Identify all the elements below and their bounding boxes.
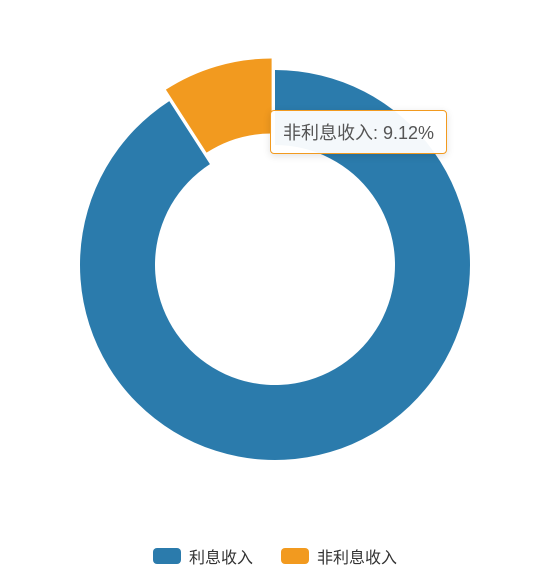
legend-swatch-icon bbox=[281, 548, 309, 564]
legend-label: 利息收入 bbox=[189, 544, 253, 568]
donut-chart: 非利息收入: 9.12% bbox=[0, 0, 550, 520]
legend-swatch-icon bbox=[153, 548, 181, 564]
chart-container: 非利息收入: 9.12% 利息收入 非利息收入 bbox=[0, 0, 550, 588]
donut-slice[interactable] bbox=[80, 70, 470, 460]
legend: 利息收入 非利息收入 bbox=[0, 544, 550, 568]
donut-svg bbox=[0, 0, 550, 520]
legend-item-non-interest-income[interactable]: 非利息收入 bbox=[281, 544, 397, 568]
legend-item-interest-income[interactable]: 利息收入 bbox=[153, 544, 253, 568]
legend-label: 非利息收入 bbox=[317, 544, 397, 568]
